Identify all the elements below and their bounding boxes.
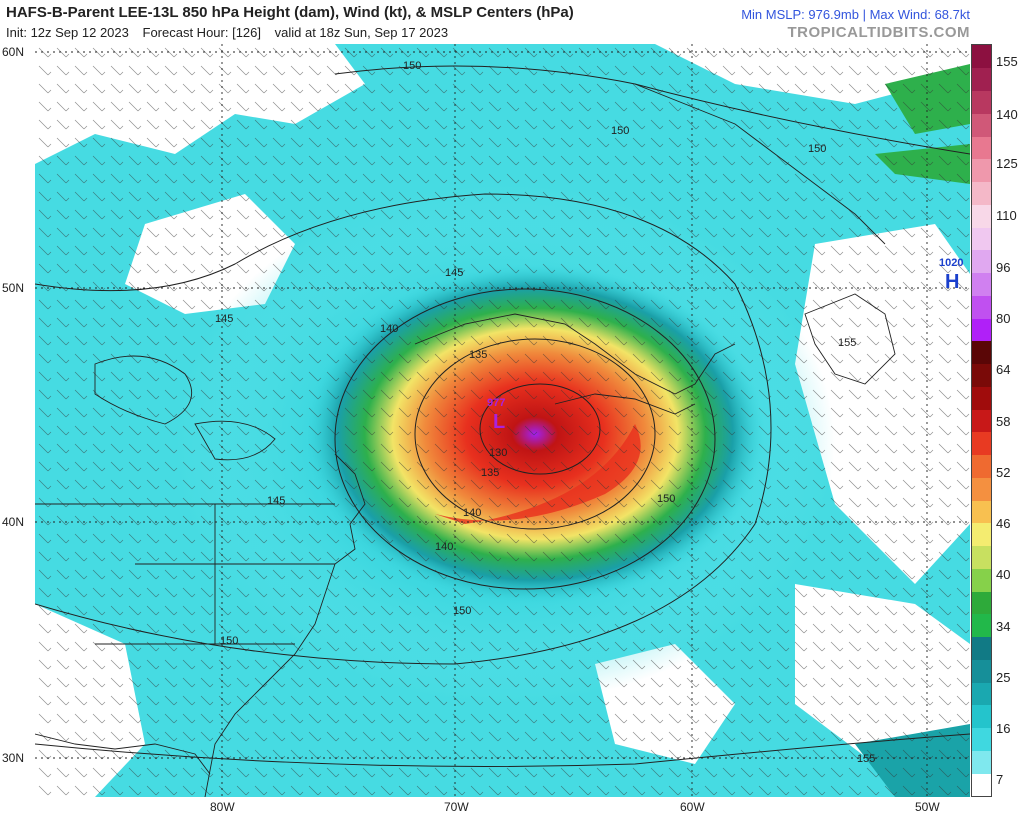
colorbar-segment [972,591,991,615]
brand-watermark: TROPICALTIDBITS.COM [787,24,970,41]
colorbar-label: 155 [996,54,1018,69]
land-outlines [35,83,896,797]
contour-label: 135 [469,349,487,361]
wind-barbs [35,44,970,797]
contour-label: 155 [857,753,875,765]
colorbar-segment [972,636,991,660]
colorbar-segment [972,45,991,69]
contour-labels: 150 150 150 145 145 140 140 135 135 130 … [215,60,875,765]
colorbar-label: 52 [996,465,1011,480]
colorbar-segment [972,454,991,478]
colorbar-label: 64 [996,362,1011,377]
lat-label-30n: 30N [2,751,25,765]
colorbar-segment [972,90,991,114]
lat-label-60n: 60N [2,45,25,59]
contour-label: 150 [453,605,471,617]
colorbar-segment [972,158,991,183]
colorbar-label: 46 [996,516,1011,531]
colorbar-label: 96 [996,260,1011,275]
contour-label: 150 [220,635,238,647]
map-canvas: 150 150 150 145 145 140 140 135 135 130 … [35,44,970,797]
valid-time: valid at 18z Sun, Sep 17 2023 [274,25,449,40]
lon-label-60w: 60W [680,800,705,814]
colorbar-label: 34 [996,619,1011,634]
colorbar-segment [972,363,991,387]
contour-label: 150 [403,60,421,72]
colorbar-segment [972,113,991,137]
contour-label: 150 [808,143,826,155]
map-title: HAFS-B-Parent LEE-13L 850 hPa Height (da… [6,4,574,21]
contour-label: 140 [435,541,453,553]
lon-label-50w: 50W [915,800,940,814]
colorbar-segment [972,727,991,751]
map-subtitle: Init: 12z Sep 12 2023 Forecast Hour: [12… [6,25,458,40]
colorbar-segment [972,204,991,228]
colorbar-segment [972,568,991,592]
contour-label: 150 [611,125,629,137]
colorbar-segment [972,704,991,729]
colorbar-segment [972,136,991,160]
contour-label: 140 [463,507,481,519]
pressure-centers: 977 L 1020 H [487,257,963,433]
header: HAFS-B-Parent LEE-13L 850 hPa Height (da… [0,0,1024,44]
colorbar-label: 110 [996,208,1017,223]
colorbar-label: 25 [996,670,1011,685]
contour-label: 140 [380,323,398,335]
contour-label: 155 [838,337,856,349]
contour-label: 145 [267,495,285,507]
colorbar-segment [972,409,991,433]
colorbar-segment [972,181,991,205]
stats-readout: Min MSLP: 976.9mb | Max Wind: 68.7kt [741,7,970,22]
forecast-hour: Forecast Hour: [126] [142,25,262,40]
colorbar-label: 140 [996,107,1018,122]
lon-label-80w: 80W [210,800,235,814]
colorbar-segment [972,659,991,683]
colorbar-label: 16 [996,721,1011,736]
colorbar-segment [972,386,991,410]
colorbar-segment [972,340,991,365]
colorbar-segment [972,613,991,638]
colorbar-segment [972,522,991,547]
contour-label: 145 [215,313,233,325]
contour-label: 145 [445,267,463,279]
lat-label-50n: 50N [2,281,25,295]
low-pressure-marker: L [493,411,505,433]
colorbar-segment [972,318,991,342]
low-pressure-value: 977 [487,397,505,409]
colorbar-segment [972,773,991,797]
wind-colorbar [971,44,992,797]
contour-label: 130 [489,447,507,459]
contour-label: 150 [657,493,675,505]
colorbar-label: 7 [996,772,1004,787]
colorbar-segment [972,272,991,296]
colorbar-label: 80 [996,311,1011,326]
colorbar-label: 125 [996,156,1018,171]
high-pressure-marker: H [945,271,959,293]
lat-label-40n: 40N [2,515,25,529]
contour-label: 135 [481,467,499,479]
colorbar-segment [972,545,991,569]
colorbar-segment [972,431,991,456]
colorbar-label: 58 [996,414,1011,429]
colorbar-segment [972,249,991,274]
colorbar-segment [972,750,991,774]
lon-label-70w: 70W [444,800,469,814]
high-pressure-value: 1020 [939,257,963,269]
colorbar-segment [972,295,991,319]
colorbar-segment [972,227,991,251]
init-time: Init: 12z Sep 12 2023 [6,25,129,40]
colorbar-segment [972,500,991,524]
colorbar-segment [972,682,991,706]
colorbar-label: 40 [996,567,1011,582]
weather-map[interactable]: 150 150 150 145 145 140 140 135 135 130 … [35,44,970,797]
colorbar-segment [972,67,991,91]
colorbar-segment [972,477,991,501]
